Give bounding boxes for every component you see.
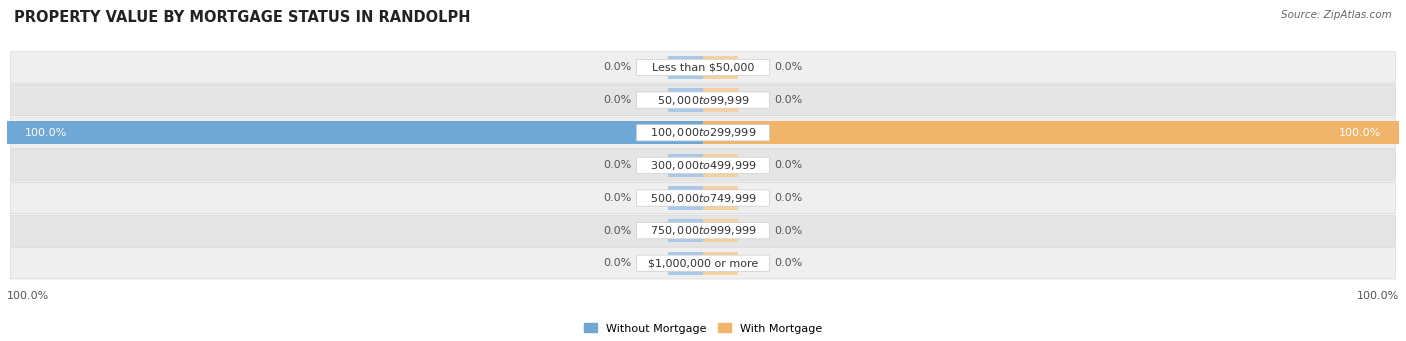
Text: $300,000 to $499,999: $300,000 to $499,999	[650, 159, 756, 172]
Text: 0.0%: 0.0%	[603, 193, 631, 203]
Text: $50,000 to $99,999: $50,000 to $99,999	[657, 94, 749, 107]
Bar	[703, 219, 738, 242]
FancyBboxPatch shape	[637, 124, 769, 141]
FancyBboxPatch shape	[637, 190, 769, 206]
Bar	[7, 121, 703, 145]
Text: $100,000 to $299,999: $100,000 to $299,999	[650, 126, 756, 139]
Text: Less than $50,000: Less than $50,000	[652, 62, 754, 73]
Bar	[668, 154, 703, 177]
Text: PROPERTY VALUE BY MORTGAGE STATUS IN RANDOLPH: PROPERTY VALUE BY MORTGAGE STATUS IN RAN…	[14, 10, 471, 25]
Text: 0.0%: 0.0%	[603, 95, 631, 105]
FancyBboxPatch shape	[637, 157, 769, 174]
Bar	[703, 154, 738, 177]
Text: $500,000 to $749,999: $500,000 to $749,999	[650, 192, 756, 205]
Text: 0.0%: 0.0%	[603, 226, 631, 236]
FancyBboxPatch shape	[10, 182, 1396, 214]
Text: 0.0%: 0.0%	[775, 193, 803, 203]
Legend: Without Mortgage, With Mortgage: Without Mortgage, With Mortgage	[579, 319, 827, 338]
Text: 0.0%: 0.0%	[775, 95, 803, 105]
Text: 0.0%: 0.0%	[775, 160, 803, 170]
FancyBboxPatch shape	[10, 248, 1396, 279]
Text: 100.0%: 100.0%	[7, 291, 49, 301]
Bar	[703, 252, 738, 275]
Bar	[668, 252, 703, 275]
Bar	[668, 186, 703, 210]
Bar	[668, 219, 703, 242]
FancyBboxPatch shape	[637, 222, 769, 239]
Bar	[703, 56, 738, 79]
Text: $1,000,000 or more: $1,000,000 or more	[648, 258, 758, 268]
FancyBboxPatch shape	[10, 117, 1396, 148]
FancyBboxPatch shape	[637, 59, 769, 76]
FancyBboxPatch shape	[10, 52, 1396, 83]
Text: 0.0%: 0.0%	[775, 258, 803, 268]
Text: 0.0%: 0.0%	[603, 160, 631, 170]
Text: 0.0%: 0.0%	[775, 62, 803, 73]
Text: 0.0%: 0.0%	[775, 226, 803, 236]
Text: 0.0%: 0.0%	[603, 62, 631, 73]
FancyBboxPatch shape	[10, 85, 1396, 116]
Text: 100.0%: 100.0%	[24, 128, 66, 138]
Bar	[668, 88, 703, 112]
FancyBboxPatch shape	[637, 255, 769, 271]
Bar	[703, 121, 1399, 145]
Text: 100.0%: 100.0%	[1340, 128, 1382, 138]
FancyBboxPatch shape	[10, 150, 1396, 181]
Bar	[668, 56, 703, 79]
Text: 100.0%: 100.0%	[1357, 291, 1399, 301]
Bar	[703, 88, 738, 112]
FancyBboxPatch shape	[637, 92, 769, 108]
Text: Source: ZipAtlas.com: Source: ZipAtlas.com	[1281, 10, 1392, 20]
FancyBboxPatch shape	[10, 215, 1396, 246]
Text: 0.0%: 0.0%	[603, 258, 631, 268]
Bar	[703, 186, 738, 210]
Text: $750,000 to $999,999: $750,000 to $999,999	[650, 224, 756, 237]
